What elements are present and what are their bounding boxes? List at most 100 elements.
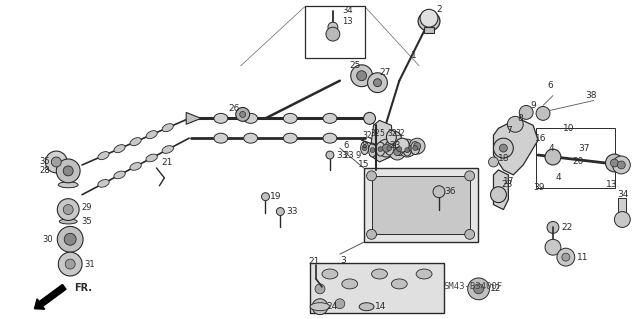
Circle shape bbox=[262, 193, 269, 201]
Circle shape bbox=[351, 65, 372, 87]
Ellipse shape bbox=[376, 142, 385, 156]
Circle shape bbox=[58, 252, 82, 276]
Circle shape bbox=[508, 116, 524, 132]
Circle shape bbox=[63, 204, 73, 214]
Ellipse shape bbox=[372, 269, 387, 279]
Text: 7: 7 bbox=[506, 126, 512, 135]
Circle shape bbox=[490, 187, 506, 203]
Circle shape bbox=[328, 22, 338, 32]
Text: 4: 4 bbox=[549, 144, 555, 152]
Circle shape bbox=[326, 27, 340, 41]
Text: 33: 33 bbox=[336, 151, 348, 160]
Text: 34: 34 bbox=[618, 190, 628, 199]
Circle shape bbox=[465, 229, 475, 239]
Text: FR.: FR. bbox=[74, 283, 92, 293]
Ellipse shape bbox=[387, 130, 396, 144]
Circle shape bbox=[398, 139, 416, 157]
Circle shape bbox=[465, 171, 475, 181]
Text: 11: 11 bbox=[577, 253, 588, 262]
Ellipse shape bbox=[361, 142, 369, 154]
Circle shape bbox=[312, 299, 328, 315]
Ellipse shape bbox=[342, 279, 358, 289]
Circle shape bbox=[65, 259, 75, 269]
Text: 21: 21 bbox=[161, 159, 173, 167]
Bar bbox=[536, 128, 616, 188]
Ellipse shape bbox=[322, 269, 338, 279]
Text: 18: 18 bbox=[499, 153, 510, 162]
Ellipse shape bbox=[411, 142, 420, 154]
Circle shape bbox=[545, 239, 561, 255]
Text: 4: 4 bbox=[556, 173, 561, 182]
Circle shape bbox=[612, 156, 630, 174]
Ellipse shape bbox=[310, 303, 330, 311]
Text: 12: 12 bbox=[490, 284, 501, 293]
Bar bbox=[364, 168, 477, 242]
Ellipse shape bbox=[162, 124, 173, 132]
Text: 35: 35 bbox=[40, 158, 50, 167]
Circle shape bbox=[611, 159, 618, 167]
Circle shape bbox=[394, 149, 401, 156]
Circle shape bbox=[536, 107, 550, 120]
Ellipse shape bbox=[323, 133, 337, 143]
Text: 1: 1 bbox=[411, 51, 417, 60]
Text: 37: 37 bbox=[579, 144, 590, 152]
Circle shape bbox=[493, 138, 513, 158]
Circle shape bbox=[326, 151, 334, 159]
Ellipse shape bbox=[146, 154, 157, 162]
Ellipse shape bbox=[416, 269, 432, 279]
Circle shape bbox=[276, 208, 284, 216]
Ellipse shape bbox=[244, 133, 257, 143]
Circle shape bbox=[413, 143, 420, 150]
Circle shape bbox=[367, 229, 376, 239]
Text: 3: 3 bbox=[340, 256, 346, 265]
Circle shape bbox=[397, 147, 402, 152]
Text: 8: 8 bbox=[517, 114, 523, 123]
Circle shape bbox=[383, 144, 390, 152]
Text: 24: 24 bbox=[326, 302, 337, 311]
Ellipse shape bbox=[114, 171, 125, 179]
Polygon shape bbox=[493, 118, 538, 175]
Text: 32: 32 bbox=[363, 131, 372, 140]
Text: 36: 36 bbox=[444, 187, 456, 196]
Bar bbox=[618, 198, 627, 222]
Text: SM43-B3400F: SM43-B3400F bbox=[444, 281, 503, 291]
Text: 16: 16 bbox=[535, 134, 547, 143]
Circle shape bbox=[362, 145, 367, 151]
Text: 2: 2 bbox=[436, 5, 442, 14]
Text: 19: 19 bbox=[271, 192, 282, 201]
Bar bbox=[424, 27, 434, 33]
Circle shape bbox=[356, 71, 367, 81]
Text: 34: 34 bbox=[342, 6, 353, 15]
Text: 30: 30 bbox=[42, 235, 53, 244]
Text: 23: 23 bbox=[501, 180, 513, 189]
Text: 22: 22 bbox=[561, 223, 572, 232]
Bar bbox=[310, 263, 444, 313]
Text: 9: 9 bbox=[530, 101, 536, 110]
Ellipse shape bbox=[418, 11, 440, 31]
Circle shape bbox=[58, 226, 83, 252]
Text: 32: 32 bbox=[396, 129, 405, 138]
Ellipse shape bbox=[130, 163, 141, 170]
Circle shape bbox=[387, 145, 392, 151]
Ellipse shape bbox=[284, 114, 297, 123]
Text: 9: 9 bbox=[356, 151, 361, 160]
Text: 17: 17 bbox=[504, 177, 515, 186]
Circle shape bbox=[468, 278, 490, 300]
Circle shape bbox=[374, 79, 381, 87]
Circle shape bbox=[367, 171, 376, 181]
Text: 6: 6 bbox=[344, 141, 349, 150]
Text: 25: 25 bbox=[349, 61, 361, 70]
Circle shape bbox=[519, 106, 533, 119]
Circle shape bbox=[64, 234, 76, 245]
Ellipse shape bbox=[60, 219, 77, 224]
Text: 8: 8 bbox=[362, 141, 367, 150]
Ellipse shape bbox=[214, 114, 228, 123]
Text: 32: 32 bbox=[371, 129, 380, 138]
Circle shape bbox=[240, 111, 246, 117]
Circle shape bbox=[236, 108, 250, 121]
Ellipse shape bbox=[162, 146, 173, 153]
Text: 14: 14 bbox=[374, 302, 386, 311]
Circle shape bbox=[367, 73, 387, 93]
Circle shape bbox=[56, 159, 80, 183]
Circle shape bbox=[378, 147, 383, 152]
